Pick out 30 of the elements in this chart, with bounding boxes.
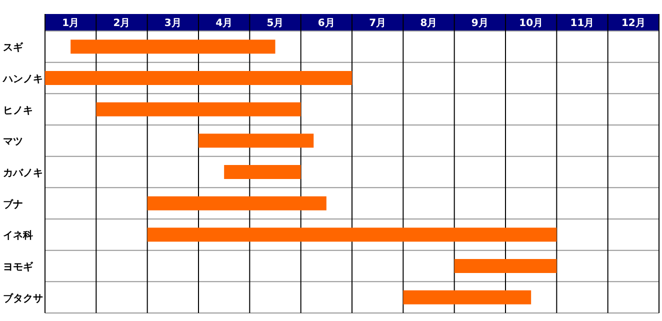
- bar: [147, 196, 326, 210]
- y-tick-label: ブナ: [3, 198, 23, 210]
- bar: [70, 40, 276, 54]
- y-tick-label: ヨモギ: [3, 261, 34, 273]
- bar: [147, 228, 557, 242]
- bar: [403, 290, 532, 304]
- bar: [224, 165, 301, 179]
- x-tick-label: 2月: [113, 18, 130, 29]
- bar: [454, 259, 557, 273]
- y-tick-label: カバノキ: [3, 168, 43, 179]
- x-tick-label: 5月: [266, 18, 284, 29]
- y-tick-label: マツ: [3, 136, 23, 148]
- x-tick-label: 12月: [621, 18, 646, 29]
- x-tick-label: 11月: [570, 18, 594, 29]
- x-tick-label: 9月: [471, 18, 488, 29]
- x-tick-label: 3月: [164, 18, 182, 29]
- x-tick-label: 1月: [62, 18, 80, 29]
- bar: [45, 71, 352, 85]
- y-tick-label: ブタクサ: [3, 292, 43, 304]
- y-tick-label: イネ科: [3, 230, 33, 242]
- x-tick-label: 4月: [216, 18, 233, 29]
- y-tick-label: ヒノキ: [3, 105, 33, 116]
- bar: [96, 102, 301, 116]
- x-tick-label: 10月: [519, 18, 544, 29]
- x-tick-label: 8月: [420, 18, 438, 29]
- bar: [198, 134, 314, 148]
- y-tick-label: スギ: [3, 42, 24, 54]
- x-tick-label: 6月: [318, 18, 335, 29]
- x-tick-label: 7月: [369, 18, 386, 29]
- y-tick-label: ハンノキ: [2, 74, 43, 85]
